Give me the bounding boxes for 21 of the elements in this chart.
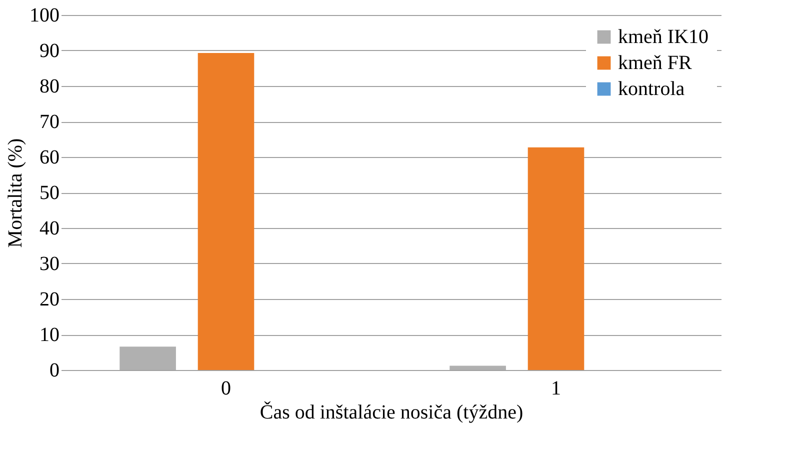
bar bbox=[450, 366, 506, 370]
y-tick-label: 40 bbox=[40, 218, 60, 240]
bar bbox=[198, 52, 254, 370]
x-tick-label: 1 bbox=[551, 378, 561, 400]
legend-label: kontrola bbox=[618, 78, 685, 100]
y-tick-label: 50 bbox=[40, 182, 60, 204]
y-axis-title: Mortalita (%) bbox=[4, 138, 26, 248]
y-tick-label: 100 bbox=[30, 4, 60, 26]
y-tick-label: 20 bbox=[40, 288, 60, 310]
y-tick-label: 10 bbox=[40, 324, 60, 346]
legend-label: kmeň FR bbox=[618, 52, 693, 74]
y-tick-label: 30 bbox=[40, 253, 60, 275]
x-axis-title: Čas od inštalácie nosiča (týždne) bbox=[260, 400, 524, 424]
y-tick-label: 90 bbox=[40, 40, 60, 62]
bar bbox=[120, 346, 176, 370]
y-tick-label: 80 bbox=[40, 76, 60, 98]
legend-label: kmeň IK10 bbox=[618, 26, 709, 48]
y-tick-label: 60 bbox=[40, 146, 60, 168]
bar bbox=[528, 147, 584, 370]
y-tick-label: 70 bbox=[40, 111, 60, 133]
y-tick-label: 0 bbox=[50, 360, 60, 382]
